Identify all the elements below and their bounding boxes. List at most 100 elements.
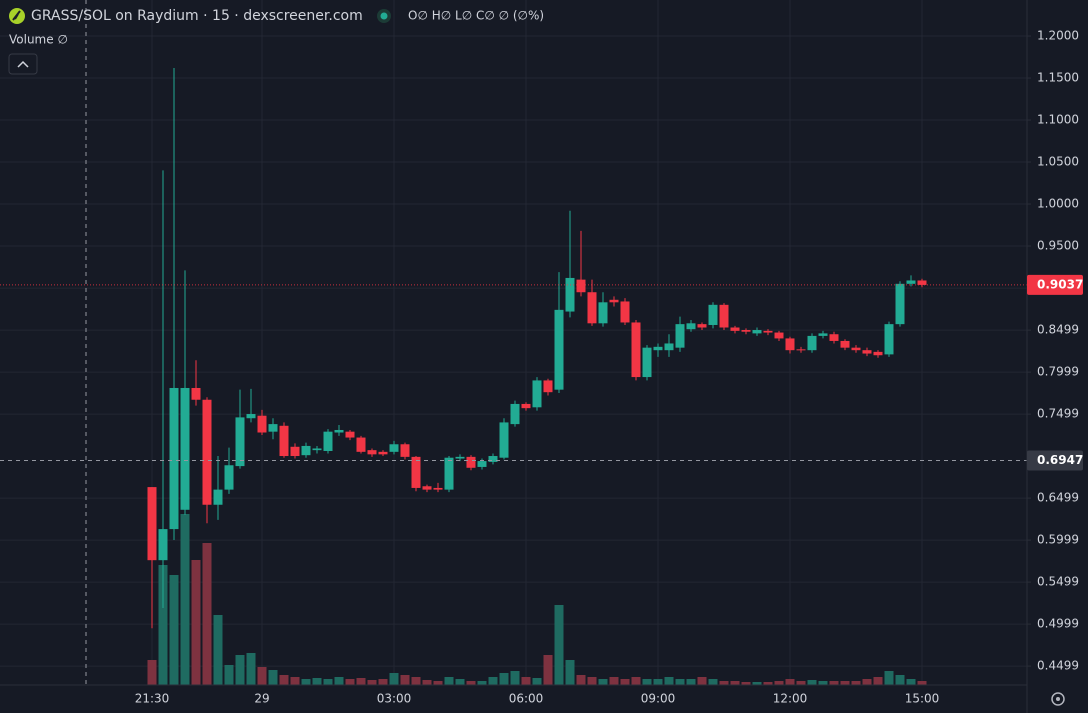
volume-bar xyxy=(466,681,476,685)
volume-bar xyxy=(400,675,410,685)
collapse-button[interactable] xyxy=(8,53,38,75)
volume-bar xyxy=(818,681,828,685)
volume-bar xyxy=(675,679,685,685)
volume-bar xyxy=(686,679,696,685)
volume-bar xyxy=(257,667,267,685)
candle-body xyxy=(224,465,234,490)
volume-bar xyxy=(862,679,872,685)
candle-body xyxy=(631,322,641,378)
volume-bar xyxy=(444,677,454,685)
volume-bar xyxy=(290,677,300,685)
y-tick-label: 0.7999 xyxy=(1037,365,1079,379)
candle-body xyxy=(477,461,487,467)
candle-body xyxy=(510,403,520,425)
ohlc-legend: O∅ H∅ L∅ C∅ ∅ (∅%) xyxy=(408,9,544,23)
volume-bar xyxy=(785,679,795,685)
volume-bar xyxy=(807,680,817,685)
candle-body xyxy=(433,487,443,490)
x-tick-label: 12:00 xyxy=(773,692,808,706)
candle-body xyxy=(620,301,630,323)
volume-bar xyxy=(521,677,531,685)
candle-body xyxy=(356,437,366,452)
candles xyxy=(0,67,1027,629)
candle-body xyxy=(499,422,509,458)
x-tick-label: 15:00 xyxy=(905,692,940,706)
candle-body xyxy=(400,444,410,457)
candle-body xyxy=(862,350,872,354)
candle-body xyxy=(708,304,718,325)
y-tick-label: 0.4499 xyxy=(1037,659,1079,673)
volume-bar xyxy=(873,677,883,685)
volume-bar xyxy=(796,681,806,685)
volume-bar xyxy=(851,681,861,685)
candle-body xyxy=(818,333,828,336)
collapse-icon xyxy=(17,60,29,68)
volume-bar xyxy=(411,677,421,685)
volume-bar xyxy=(224,665,234,685)
last-price-tag xyxy=(1027,274,1083,295)
candle-body xyxy=(345,431,355,438)
y-tick-label: 1.0000 xyxy=(1037,197,1079,211)
volume-bar xyxy=(543,655,553,685)
candle-body xyxy=(323,431,333,451)
candle-body xyxy=(301,445,311,456)
volume-bar xyxy=(422,680,432,685)
volume-bar xyxy=(334,677,344,685)
volume-bar xyxy=(752,682,762,685)
y-tick-label: 0.9500 xyxy=(1037,239,1079,253)
y-tick-label: 1.2000 xyxy=(1037,29,1079,43)
candle-body xyxy=(389,444,399,452)
candle-body xyxy=(268,424,278,432)
candle-body xyxy=(807,335,817,351)
candle-body xyxy=(532,380,542,408)
volume-bar xyxy=(664,677,674,685)
volume-bar xyxy=(455,679,465,685)
candle-body xyxy=(444,457,454,490)
candle-body xyxy=(587,292,597,324)
volume-bar xyxy=(708,679,718,685)
y-tick-label: 0.8499 xyxy=(1037,323,1079,337)
volume-bar xyxy=(202,543,212,685)
volume-pane xyxy=(147,514,927,685)
y-tick-label: 0.7499 xyxy=(1037,407,1079,421)
volume-bar xyxy=(587,677,597,685)
candle-body xyxy=(730,327,740,331)
candle-body xyxy=(774,332,784,339)
y-tick-label: 1.1000 xyxy=(1037,113,1079,127)
candle-body xyxy=(147,487,157,561)
volume-bar xyxy=(565,660,575,685)
candle-body xyxy=(752,330,762,334)
volume-bar xyxy=(180,514,190,685)
volume-bar xyxy=(323,679,333,685)
candle-body xyxy=(279,425,289,457)
volume-bar xyxy=(158,565,168,685)
candle-body xyxy=(719,304,729,328)
volume-bar xyxy=(510,671,520,685)
volume-bar xyxy=(774,681,784,685)
y-tick-label: 0.5499 xyxy=(1037,575,1079,589)
candle-body xyxy=(378,451,388,455)
candle-body xyxy=(873,351,883,356)
candle-body xyxy=(202,399,212,505)
volume-bar xyxy=(235,655,245,685)
candle-body xyxy=(686,323,696,330)
settings-icon-dot xyxy=(1056,697,1060,701)
settings-button[interactable] xyxy=(1051,692,1065,706)
volume-bar xyxy=(653,679,663,685)
y-tick-label: 1.0500 xyxy=(1037,155,1079,169)
y-tick-label: 0.5999 xyxy=(1037,533,1079,547)
candle-body xyxy=(411,456,421,488)
volume-bar xyxy=(697,677,707,685)
volume-label: Volume ∅ xyxy=(9,33,68,47)
volume-bar xyxy=(884,671,894,685)
chart-title: GRASS/SOL on Raydium · 15 · dexscreener.… xyxy=(31,8,363,24)
candle-body xyxy=(455,456,465,459)
volume-bar xyxy=(532,678,542,685)
volume-bar xyxy=(477,681,487,685)
volume-bar xyxy=(719,681,729,685)
candle-body xyxy=(422,486,432,490)
candle-body xyxy=(906,280,916,284)
volume-bar xyxy=(917,681,927,685)
candle-body xyxy=(576,279,586,293)
